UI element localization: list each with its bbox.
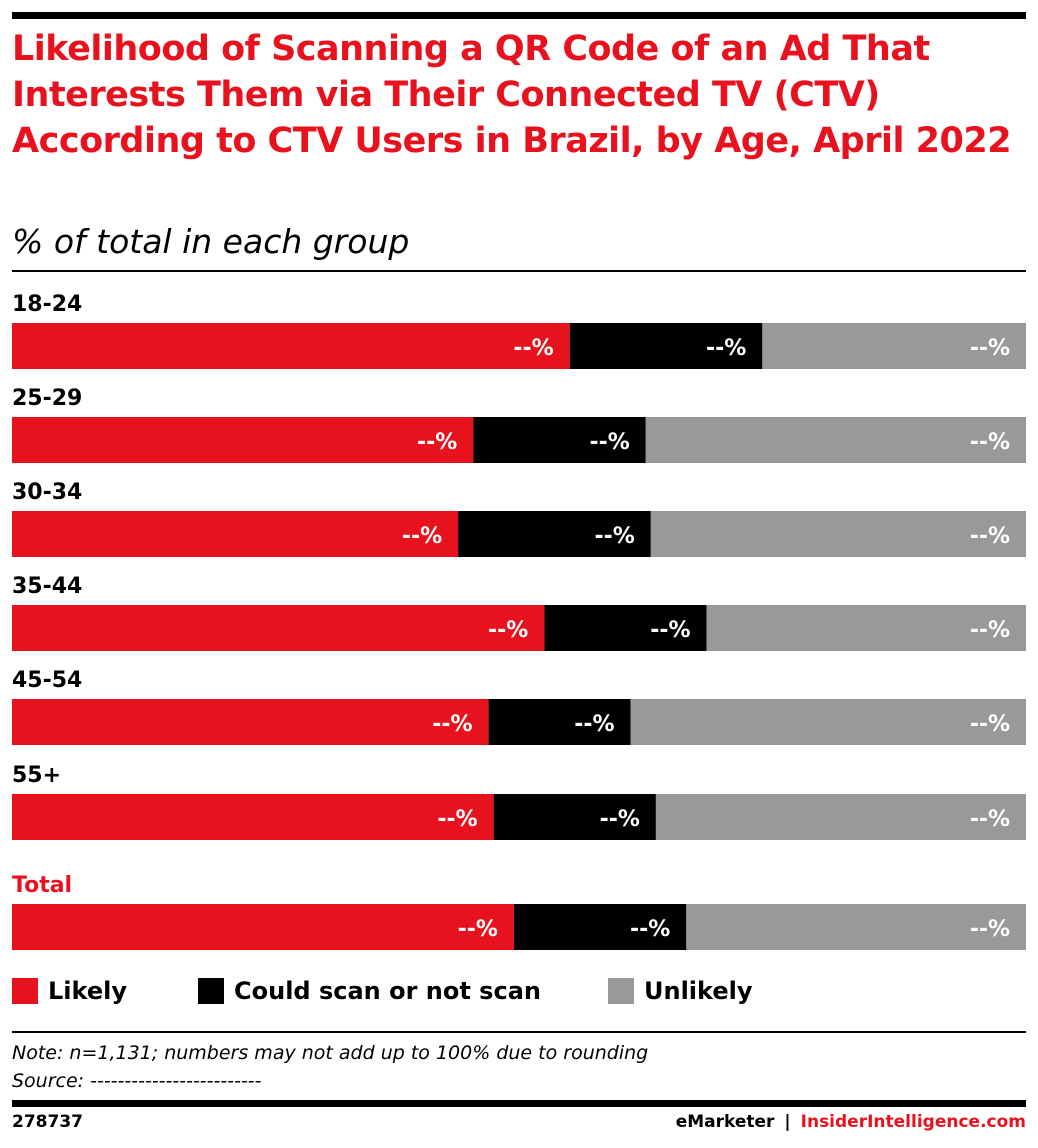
bar-unlikely-total [686,904,1026,950]
category-label-30-34: 30-34 [12,480,82,505]
data-label-likely-35-44: --% [488,618,528,643]
bar-likely-45-54 [12,699,489,745]
legend-item-likely: Likely [12,974,127,1008]
brand-emarketer: eMarketer [675,1112,775,1132]
legend-label-could: Could scan or not scan [234,977,541,1005]
bar-could-scan-or-not-scan-total [513,904,687,950]
data-label-likely-18-24: --% [513,336,553,361]
category-label-35-44: 35-44 [12,574,82,599]
category-label-total: Total [12,873,72,898]
chart-source: Source: ------------------------- [12,1070,262,1092]
data-label-could-scan-or-not-scan-35-44: --% [650,618,690,643]
chart-subtitle: % of total in each group [12,222,410,261]
top-rule [12,12,1026,19]
bar-likely-total [12,904,514,950]
bar-likely-30-34 [12,511,459,557]
data-label-unlikely-total: --% [970,917,1010,942]
data-label-likely-55: --% [437,807,477,832]
category-label-55: 55+ [12,763,61,788]
bar-could-scan-or-not-scan-55 [493,794,656,840]
bar-could-scan-or-not-scan-30-34 [458,511,651,557]
legend-label-unlikely: Unlikely [644,977,753,1005]
bottom-rule [12,1100,1026,1107]
legend-swatch-likely [12,978,38,1004]
category-label-18-24: 18-24 [12,292,82,317]
data-label-could-scan-or-not-scan-30-34: --% [595,524,635,549]
data-label-unlikely-45-54: --% [970,712,1010,737]
chart-title: Likelihood of Scanning a QR Code of an A… [12,29,1012,161]
legend-label-likely: Likely [48,977,127,1005]
bar-could-scan-or-not-scan-18-24 [569,323,763,369]
bar-could-scan-or-not-scan-45-54 [488,699,631,745]
bar-likely-18-24 [12,323,570,369]
legend-swatch-unlikely [608,978,634,1004]
brand-separator: | [784,1112,791,1132]
subtitle-rule [12,270,1026,272]
data-label-unlikely-25-29: --% [970,430,1010,455]
data-label-could-scan-or-not-scan-25-29: --% [589,430,629,455]
category-label-45-54: 45-54 [12,668,82,693]
bar-unlikely-25-29 [645,417,1026,463]
data-label-likely-25-29: --% [417,430,457,455]
legend-item-could: Could scan or not scan [198,974,541,1008]
brand-insider-intelligence: InsiderIntelligence.com [800,1112,1026,1132]
data-label-could-scan-or-not-scan-55: --% [600,807,640,832]
data-label-unlikely-35-44: --% [970,618,1010,643]
bar-likely-35-44 [12,605,545,651]
data-label-likely-30-34: --% [402,524,442,549]
chart-note: Note: n=1,131; numbers may not add up to… [12,1042,649,1064]
category-label-25-29: 25-29 [12,386,82,411]
bar-likely-25-29 [12,417,474,463]
data-label-could-scan-or-not-scan-18-24: --% [706,336,746,361]
bar-could-scan-or-not-scan-35-44 [544,605,707,651]
data-label-unlikely-18-24: --% [970,336,1010,361]
data-label-unlikely-30-34: --% [970,524,1010,549]
note-rule [12,1031,1026,1033]
bar-likely-55 [12,794,494,840]
bar-unlikely-35-44 [706,605,1026,651]
stacked-bar-chart: 18-24 --% --% --% 25-29 --% --% --% 30-34 --% --% -… [12,292,1026,950]
data-label-could-scan-or-not-scan-total: --% [630,917,670,942]
legend-item-unlikely: Unlikely [608,974,753,1008]
bar-unlikely-45-54 [630,699,1026,745]
data-label-unlikely-55: --% [970,807,1010,832]
data-label-likely-45-54: --% [432,712,472,737]
footer-brand: eMarketer | InsiderIntelligence.com [676,1112,1026,1132]
bar-could-scan-or-not-scan-25-29 [473,417,646,463]
data-label-could-scan-or-not-scan-45-54: --% [574,712,614,737]
bar-unlikely-30-34 [650,511,1026,557]
data-label-likely-total: --% [458,917,498,942]
legend-swatch-could [198,978,224,1004]
bar-unlikely-55 [655,794,1026,840]
bar-unlikely-18-24 [762,323,1026,369]
chart-id: 278737 [12,1112,83,1132]
